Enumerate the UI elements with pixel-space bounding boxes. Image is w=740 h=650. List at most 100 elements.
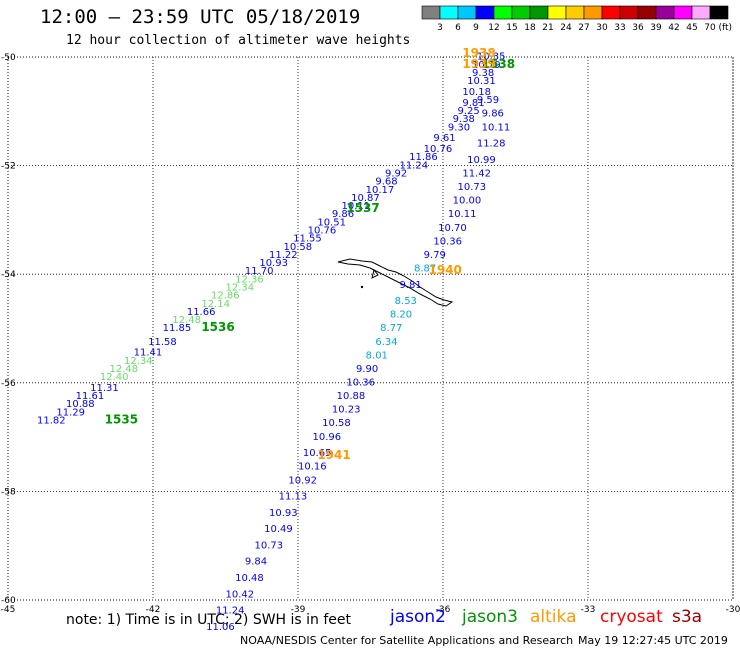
lon-tick-label: -36 [436,605,451,615]
wave-height-value: 10.88 [66,399,95,410]
wave-height-value: 8.77 [380,323,402,334]
color-bin-label: 33 [614,23,625,33]
wave-height-value: 12.34 [124,356,153,367]
wave-height-value: 9.90 [356,364,378,375]
color-bin-label: 3 [437,23,443,33]
lon-tick-label: -45 [1,605,16,615]
lon-tick-label: -42 [146,605,161,615]
color-bin-swatch [637,5,657,20]
color-bin-swatch [709,5,729,20]
wave-height-value: 10.00 [453,196,482,207]
satellite-legend-entry: altika [530,607,577,627]
wave-height-value: 9.59 [477,95,499,106]
wave-height-value: 11.22 [269,250,298,261]
wave-height-value: 9.38 [472,68,494,79]
color-bin-swatch [493,5,513,20]
wave-height-value: 11.13 [279,492,308,503]
color-bin-swatch [583,5,603,20]
color-unit-label: (ft) [718,23,732,33]
wave-height-value: 11.29 [56,407,85,418]
wave-height-value: 11.85 [163,323,192,334]
wave-height-value: 10.35 [477,52,506,63]
color-bin-label: 70 [704,23,716,33]
wave-height-value: 10.58 [322,418,351,429]
wave-height-value: 6.34 [375,337,397,348]
wave-height-value: 9.86 [482,109,504,120]
page-subtitle: 12 hour collection of altimeter wave hei… [66,33,411,48]
color-bin-swatch [439,5,459,20]
wave-height-value: 9.30 [448,122,470,133]
wave-height-value: 9.81 [400,280,422,291]
wave-height-value: 11.42 [462,168,491,179]
wave-height-value: 10.48 [235,573,264,584]
color-bin-label: 30 [596,23,608,33]
wave-height-value: 8.01 [366,350,388,361]
lon-tick-label: -33 [581,605,596,615]
wave-height-value: 10.88 [337,391,366,402]
wave-height-value: 10.49 [264,524,293,535]
wave-height-value: 10.42 [226,589,255,600]
orbit-number-label: 1538 [482,57,515,71]
wave-height-value: 10.93 [269,508,298,519]
wave-height-value: 10.70 [438,223,467,234]
color-bin-label: 15 [506,23,517,33]
color-bin-swatch [619,5,639,20]
orbit-number-label: 1940 [429,263,462,277]
wave-height-value: 10.11 [342,201,371,212]
lat-tick-label: -54 [1,270,16,280]
wave-height-value: 12.86 [211,291,240,302]
wave-height-value: 10.73 [458,182,487,193]
wave-height-value: 10.58 [284,242,313,253]
wave-height-value: 9.81 [462,98,484,109]
color-bin-label: 45 [686,23,697,33]
wave-height-value: 11.61 [76,391,105,402]
wave-height-value: 8.87 [414,263,436,274]
wave-height-value: 10.99 [467,155,496,166]
wave-height-value: 10.36 [346,378,375,389]
color-bin-label: 36 [632,23,644,33]
wave-height-value: 11.86 [409,152,438,163]
wave-height-value: 10.93 [259,258,288,269]
wave-height-value: 11.55 [293,234,322,245]
wave-height-value: 9.86 [332,209,354,220]
wave-height-value: 10.87 [351,193,380,204]
color-bin-swatch [673,5,693,20]
color-bin-swatch [457,5,477,20]
wave-height-value: 10.36 [433,236,462,247]
color-bin-label: 42 [668,23,679,33]
wave-height-value: 11.06 [206,622,235,633]
orbit-number-label: 1938 [462,46,495,60]
credit-line: NOAA/NESDIS Center for Satellite Applica… [240,634,574,647]
lon-tick-label: -39 [291,605,306,615]
color-bin-label: 18 [524,23,536,33]
color-bin-swatch [691,5,711,20]
wave-height-value: 10.76 [424,144,453,155]
color-legend: 3 6 9 12 15 18 21 24 27 30 33 36 39 42 45 70 (ft) [421,5,732,33]
wave-height-value: 8.53 [395,296,417,307]
wave-height-value: 10.11 [482,122,511,133]
color-bin-label: 9 [473,23,479,33]
page-title: 12:00 – 23:59 UTC 05/18/2019 [40,6,361,28]
color-bin-swatch [565,5,585,20]
wave-height-value: 10.18 [462,87,491,98]
wave-height-value: 10.76 [308,225,337,236]
wave-height-value: 12.14 [201,299,230,310]
lat-tick-label: -58 [1,487,16,497]
color-bin-swatch [601,5,621,20]
wave-height-value: 10.96 [313,432,342,443]
orbit-number-label: 1537 [346,201,379,215]
map-grid: -45 -42 -39 -36 -33 -30 -50 -52 -54 -56 -58 -60 [1,53,740,615]
orbit-number-label: 1535 [105,413,138,427]
color-bin-label: 12 [488,23,499,33]
color-bin-label: 39 [650,23,662,33]
color-bin-swatch [475,5,495,20]
map-frame [7,56,734,601]
wave-height-value: 10.92 [288,475,317,486]
color-bin-swatch [655,5,675,20]
wave-height-value: 10.73 [255,540,284,551]
wave-height-value: 10.65 [303,448,332,459]
altimeter-observations: 11.8211.2910.8811.6111.3112.4012.4812.34… [37,52,510,633]
footer-note: note: 1) Time is in UTC; 2) SWH is in fe… [66,612,352,628]
orbit-number-label: 1536 [201,320,234,334]
